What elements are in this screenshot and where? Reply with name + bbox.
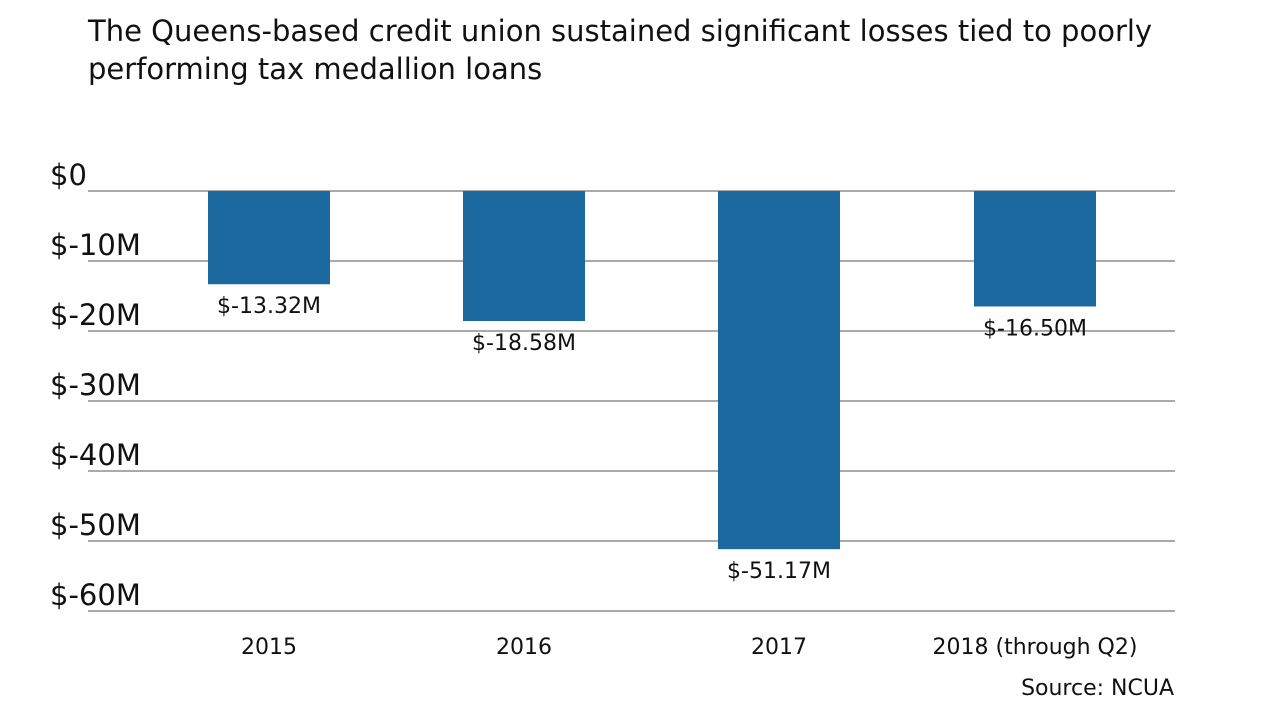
data-label: $-13.32M bbox=[217, 294, 321, 319]
x-tick-label: 2016 bbox=[496, 635, 552, 660]
x-tick-label: 2015 bbox=[241, 635, 297, 660]
x-tick-label: 2017 bbox=[751, 635, 807, 660]
data-label: $-51.17M bbox=[727, 559, 831, 584]
y-tick-label: $0 bbox=[50, 158, 87, 192]
x-tick-label: 2018 (through Q2) bbox=[933, 635, 1138, 660]
bar bbox=[718, 191, 840, 550]
data-label: $-18.58M bbox=[472, 331, 576, 356]
y-tick-label: $-20M bbox=[50, 298, 141, 332]
source-note: Source: NCUA bbox=[1021, 676, 1174, 701]
y-tick-label: $-10M bbox=[50, 228, 141, 262]
y-tick-label: $-40M bbox=[50, 438, 141, 472]
y-tick-label: $-30M bbox=[50, 368, 141, 402]
y-tick-label: $-50M bbox=[50, 508, 141, 542]
bar bbox=[463, 191, 585, 322]
chart-subtitle: The Queens-based credit union sustained … bbox=[88, 14, 1153, 86]
bar bbox=[974, 191, 1096, 307]
data-label: $-16.50M bbox=[983, 317, 1087, 342]
bar bbox=[208, 191, 330, 285]
y-tick-label: $-60M bbox=[50, 578, 141, 612]
